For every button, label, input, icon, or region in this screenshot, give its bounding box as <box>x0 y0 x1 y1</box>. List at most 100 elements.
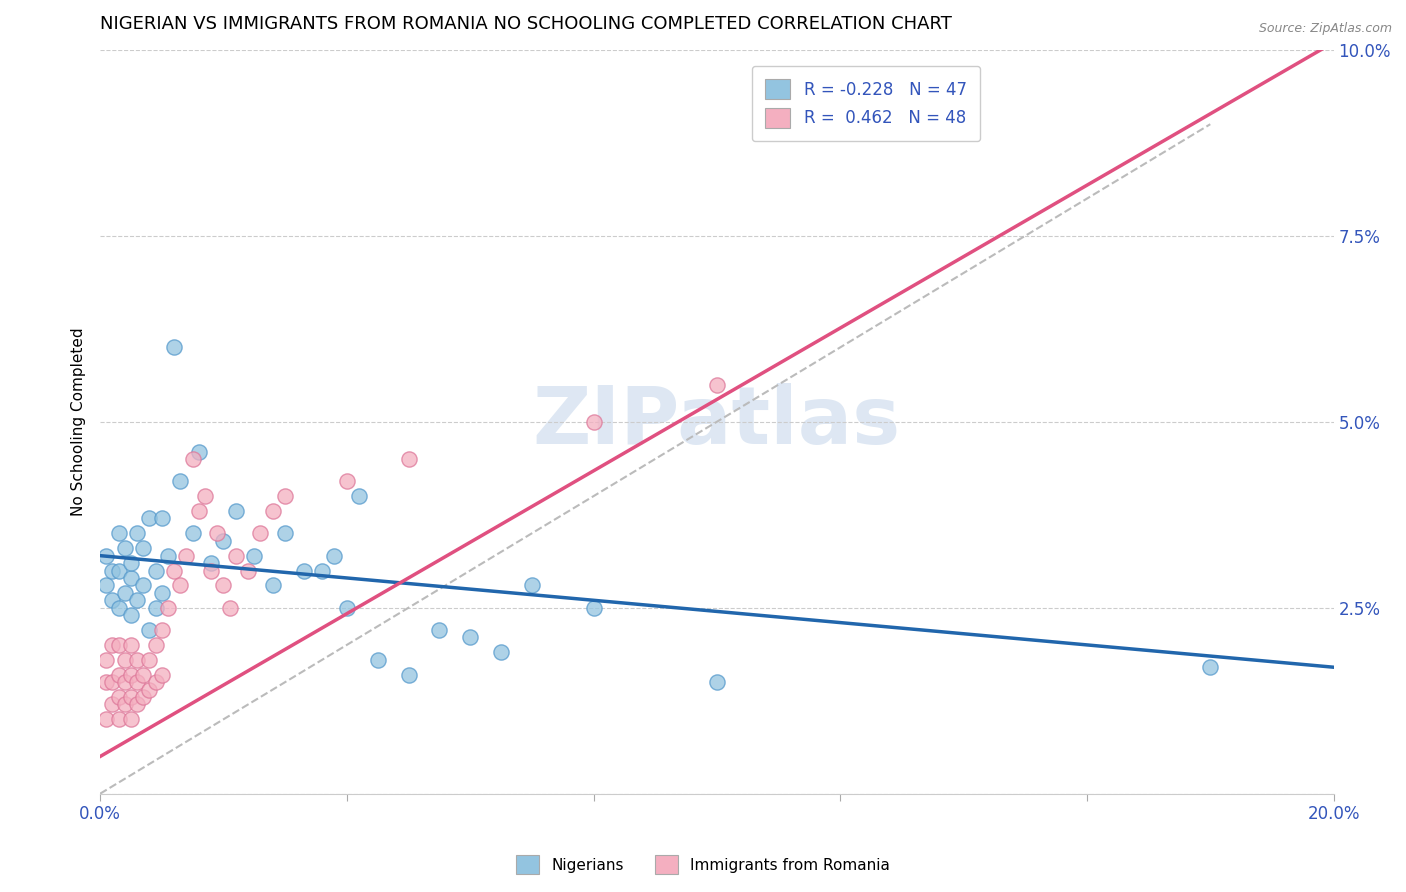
Point <box>127 526 149 541</box>
Text: ZIPatlas: ZIPatlas <box>533 383 901 461</box>
Point <box>187 504 209 518</box>
Point <box>582 600 605 615</box>
Point <box>132 541 155 556</box>
Point <box>120 712 142 726</box>
Point <box>96 578 118 592</box>
Point <box>107 564 129 578</box>
Point <box>163 340 186 354</box>
Point <box>458 631 481 645</box>
Point <box>336 475 359 489</box>
Point <box>138 653 160 667</box>
Legend: Nigerians, Immigrants from Romania: Nigerians, Immigrants from Romania <box>510 849 896 880</box>
Point <box>120 638 142 652</box>
Point <box>169 475 191 489</box>
Point <box>520 578 543 592</box>
Point <box>120 690 142 704</box>
Point <box>114 698 136 712</box>
Point <box>101 564 124 578</box>
Point <box>145 675 167 690</box>
Point <box>706 675 728 690</box>
Point <box>181 452 204 467</box>
Point <box>249 526 271 541</box>
Point <box>96 712 118 726</box>
Point <box>212 578 235 592</box>
Point <box>236 564 259 578</box>
Point <box>145 638 167 652</box>
Point <box>274 489 297 503</box>
Point <box>101 675 124 690</box>
Point <box>187 444 209 458</box>
Text: Source: ZipAtlas.com: Source: ZipAtlas.com <box>1258 22 1392 36</box>
Point <box>107 667 129 681</box>
Point <box>489 645 512 659</box>
Point <box>582 415 605 429</box>
Point <box>150 511 173 525</box>
Point <box>127 593 149 607</box>
Point <box>114 653 136 667</box>
Point <box>706 377 728 392</box>
Point <box>145 564 167 578</box>
Point <box>176 549 198 563</box>
Point <box>225 504 247 518</box>
Point <box>132 667 155 681</box>
Point <box>101 698 124 712</box>
Point <box>138 623 160 637</box>
Point <box>225 549 247 563</box>
Point <box>107 526 129 541</box>
Point <box>120 571 142 585</box>
Point <box>218 600 240 615</box>
Point <box>169 578 191 592</box>
Point <box>138 511 160 525</box>
Point <box>107 638 129 652</box>
Point <box>200 556 222 570</box>
Y-axis label: No Schooling Completed: No Schooling Completed <box>72 327 86 516</box>
Point <box>194 489 217 503</box>
Point <box>96 549 118 563</box>
Point <box>207 526 229 541</box>
Point <box>262 504 284 518</box>
Point <box>101 593 124 607</box>
Point <box>398 667 420 681</box>
Point <box>336 600 359 615</box>
Text: NIGERIAN VS IMMIGRANTS FROM ROMANIA NO SCHOOLING COMPLETED CORRELATION CHART: NIGERIAN VS IMMIGRANTS FROM ROMANIA NO S… <box>100 15 952 33</box>
Point <box>107 690 129 704</box>
Point <box>138 682 160 697</box>
Point <box>347 489 370 503</box>
Point <box>132 690 155 704</box>
Point <box>181 526 204 541</box>
Point <box>200 564 222 578</box>
Point <box>101 638 124 652</box>
Point <box>120 608 142 623</box>
Point <box>163 564 186 578</box>
Point <box>96 653 118 667</box>
Point <box>127 675 149 690</box>
Point <box>127 698 149 712</box>
Point <box>311 564 333 578</box>
Point <box>150 623 173 637</box>
Point <box>132 578 155 592</box>
Point <box>212 533 235 548</box>
Point <box>120 667 142 681</box>
Point <box>96 675 118 690</box>
Point <box>150 586 173 600</box>
Point <box>145 600 167 615</box>
Point <box>262 578 284 592</box>
Point <box>127 653 149 667</box>
Point <box>274 526 297 541</box>
Point <box>120 556 142 570</box>
Point <box>114 586 136 600</box>
Point <box>1199 660 1222 674</box>
Point <box>398 452 420 467</box>
Point <box>156 600 179 615</box>
Point <box>107 600 129 615</box>
Point <box>427 623 450 637</box>
Point <box>114 675 136 690</box>
Point <box>156 549 179 563</box>
Point <box>323 549 346 563</box>
Point <box>243 549 266 563</box>
Point <box>367 653 389 667</box>
Point <box>292 564 315 578</box>
Legend: R = -0.228   N = 47, R =  0.462   N = 48: R = -0.228 N = 47, R = 0.462 N = 48 <box>752 66 980 141</box>
Point <box>114 541 136 556</box>
Point <box>150 667 173 681</box>
